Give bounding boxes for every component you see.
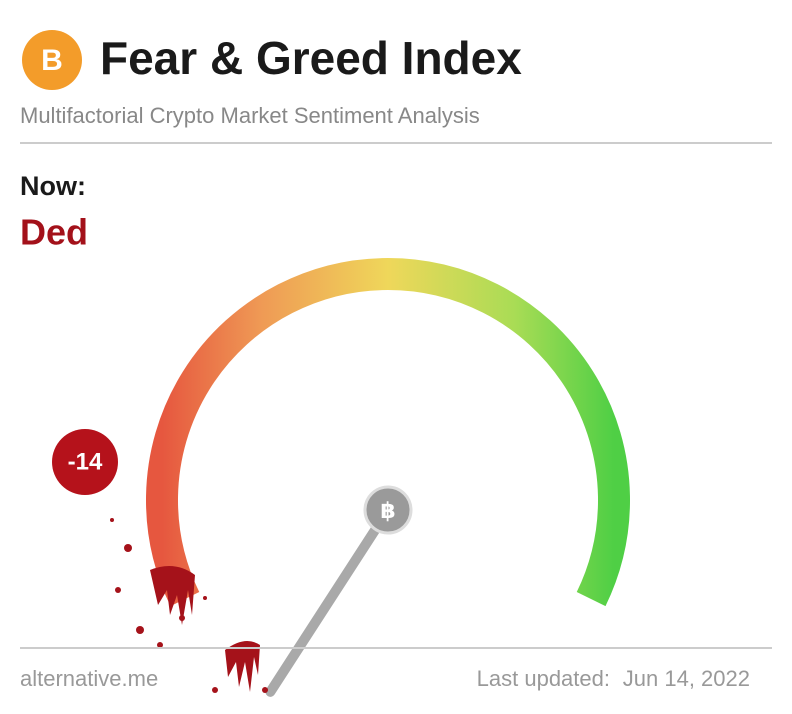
hub-logo: ฿ <box>380 498 395 523</box>
needle-hub <box>363 485 413 535</box>
subtitle: Multifactorial Crypto Market Sentiment A… <box>20 103 480 128</box>
gauge-arc <box>146 258 630 607</box>
source: alternative.me <box>20 666 158 691</box>
svg-text:B: B <box>41 44 63 77</box>
gauge: ฿ -14 <box>52 429 413 697</box>
now-label: Now: <box>20 171 86 201</box>
logo: B <box>22 30 82 90</box>
needle <box>265 505 393 697</box>
value-label: -14 <box>68 448 103 475</box>
updated-label: Last updated: <box>477 666 610 691</box>
value-badge <box>52 429 118 495</box>
title: Fear & Greed Index <box>100 32 522 84</box>
blood-splatter <box>110 518 268 693</box>
updated-date: Jun 14, 2022 <box>623 666 750 691</box>
classification: Ded <box>20 212 88 253</box>
